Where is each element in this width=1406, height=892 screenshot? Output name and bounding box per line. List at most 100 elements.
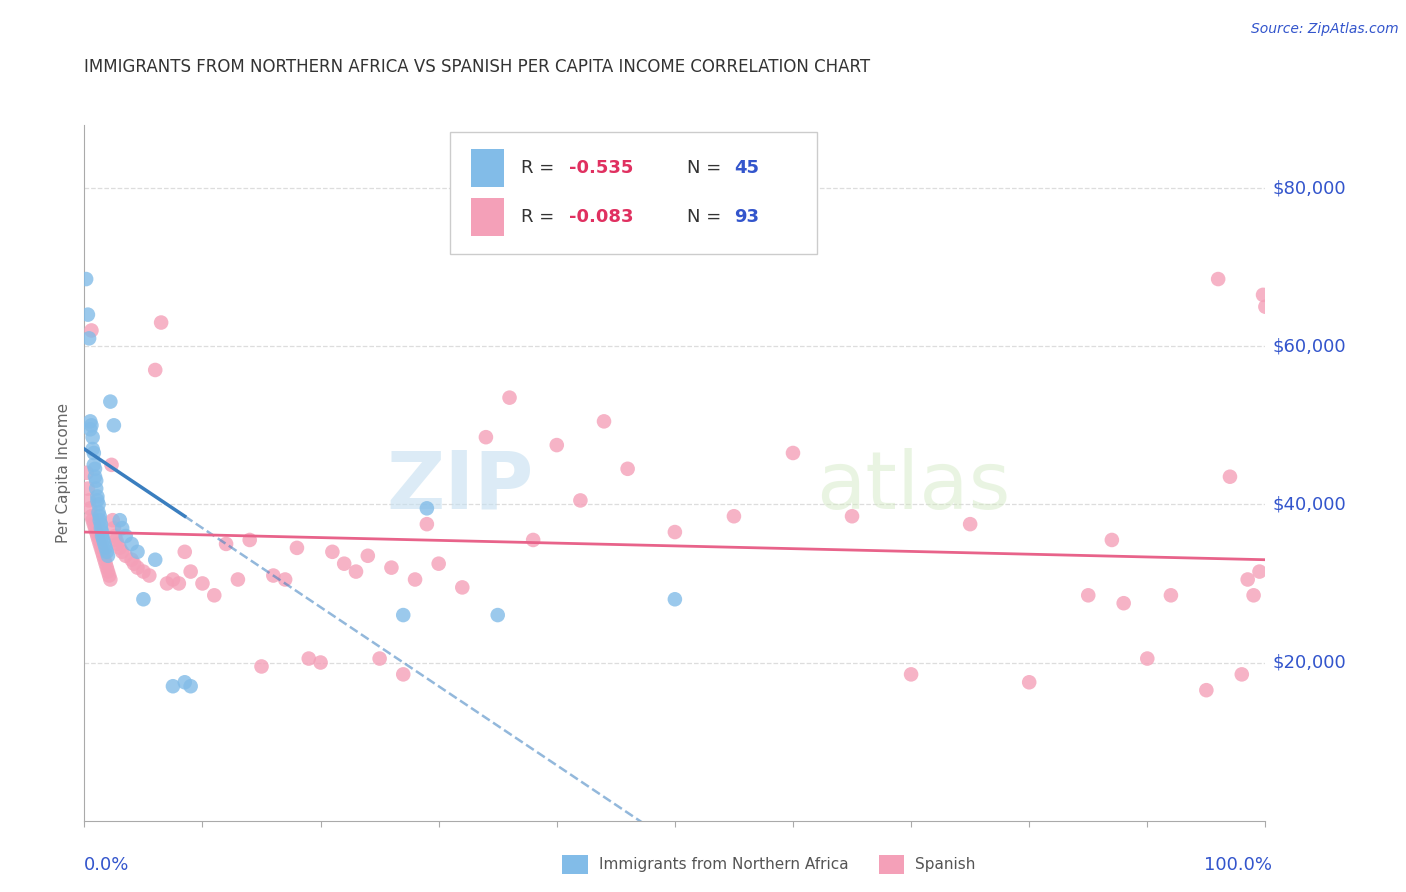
Text: $40,000: $40,000	[1272, 495, 1346, 514]
Point	[173, 675, 195, 690]
Point	[79, 501, 101, 516]
Point	[90, 541, 112, 555]
Point	[107, 537, 129, 551]
Point	[108, 513, 131, 527]
Point	[569, 493, 592, 508]
Point	[143, 363, 166, 377]
Text: 93: 93	[734, 208, 759, 226]
Point	[132, 592, 155, 607]
Point	[77, 308, 100, 322]
Point	[122, 557, 145, 571]
Point	[84, 462, 107, 476]
Point	[97, 565, 120, 579]
Point	[782, 446, 804, 460]
Point	[96, 560, 118, 574]
Point	[333, 557, 356, 571]
Point	[959, 517, 981, 532]
Point	[156, 576, 179, 591]
Point	[97, 549, 120, 563]
Point	[77, 482, 100, 496]
Text: 0.0%: 0.0%	[84, 856, 129, 874]
Point	[94, 557, 117, 571]
Point	[138, 568, 160, 582]
Point	[77, 331, 100, 345]
Point	[98, 573, 121, 587]
Point	[392, 667, 415, 681]
Point	[105, 533, 128, 547]
Bar	[471, 149, 503, 187]
Point	[82, 513, 104, 527]
Point	[522, 533, 544, 547]
Point	[82, 430, 104, 444]
Point	[321, 545, 343, 559]
Point	[84, 524, 107, 539]
Point	[180, 565, 202, 579]
Text: Source: ZipAtlas.com: Source: ZipAtlas.com	[1251, 22, 1399, 37]
Y-axis label: Per Capita Income: Per Capita Income	[56, 402, 72, 543]
Point	[84, 474, 107, 488]
Point	[91, 524, 114, 539]
Point	[86, 490, 108, 504]
Point	[114, 529, 136, 543]
Point	[143, 552, 166, 567]
Point	[404, 573, 426, 587]
Point	[298, 651, 321, 665]
Point	[1018, 675, 1040, 690]
Point	[89, 513, 111, 527]
Point	[486, 608, 509, 623]
Point	[90, 517, 112, 532]
Point	[274, 573, 297, 587]
Point	[111, 521, 134, 535]
Point	[96, 545, 118, 559]
Point	[1230, 667, 1253, 681]
Point	[1077, 588, 1099, 602]
Point	[127, 545, 149, 559]
Point	[150, 316, 173, 330]
Point	[475, 430, 498, 444]
Text: $80,000: $80,000	[1272, 179, 1346, 197]
Text: 45: 45	[734, 160, 759, 178]
Point	[1236, 573, 1258, 587]
Text: N =: N =	[686, 208, 727, 226]
Point	[93, 537, 115, 551]
Point	[1136, 651, 1159, 665]
Point	[1243, 588, 1265, 602]
Point	[127, 560, 149, 574]
Point	[82, 442, 104, 456]
Point	[75, 272, 97, 286]
Point	[1219, 469, 1241, 483]
Point	[79, 414, 101, 428]
Point	[98, 394, 121, 409]
Point	[87, 533, 110, 547]
Point	[723, 509, 745, 524]
Point	[1249, 565, 1271, 579]
Point	[285, 541, 308, 555]
Text: -0.083: -0.083	[568, 208, 633, 226]
Point	[79, 422, 101, 436]
Point	[416, 501, 439, 516]
Point	[664, 592, 686, 607]
Point	[91, 529, 114, 543]
Point	[357, 549, 380, 563]
Text: -0.535: -0.535	[568, 160, 633, 178]
Point	[841, 509, 863, 524]
Point	[86, 493, 108, 508]
Point	[262, 568, 284, 582]
Text: Spanish: Spanish	[915, 857, 976, 871]
Text: $20,000: $20,000	[1272, 654, 1346, 672]
Point	[80, 509, 103, 524]
Text: $60,000: $60,000	[1272, 337, 1346, 355]
Point	[132, 565, 155, 579]
Point	[83, 517, 105, 532]
Point	[91, 549, 114, 563]
Point	[84, 482, 107, 496]
Point	[167, 576, 190, 591]
Point	[111, 545, 134, 559]
Point	[83, 446, 105, 460]
Point	[91, 545, 114, 559]
Point	[1251, 288, 1274, 302]
Point	[616, 462, 638, 476]
Point	[173, 545, 195, 559]
Point	[416, 517, 439, 532]
Point	[1195, 683, 1218, 698]
